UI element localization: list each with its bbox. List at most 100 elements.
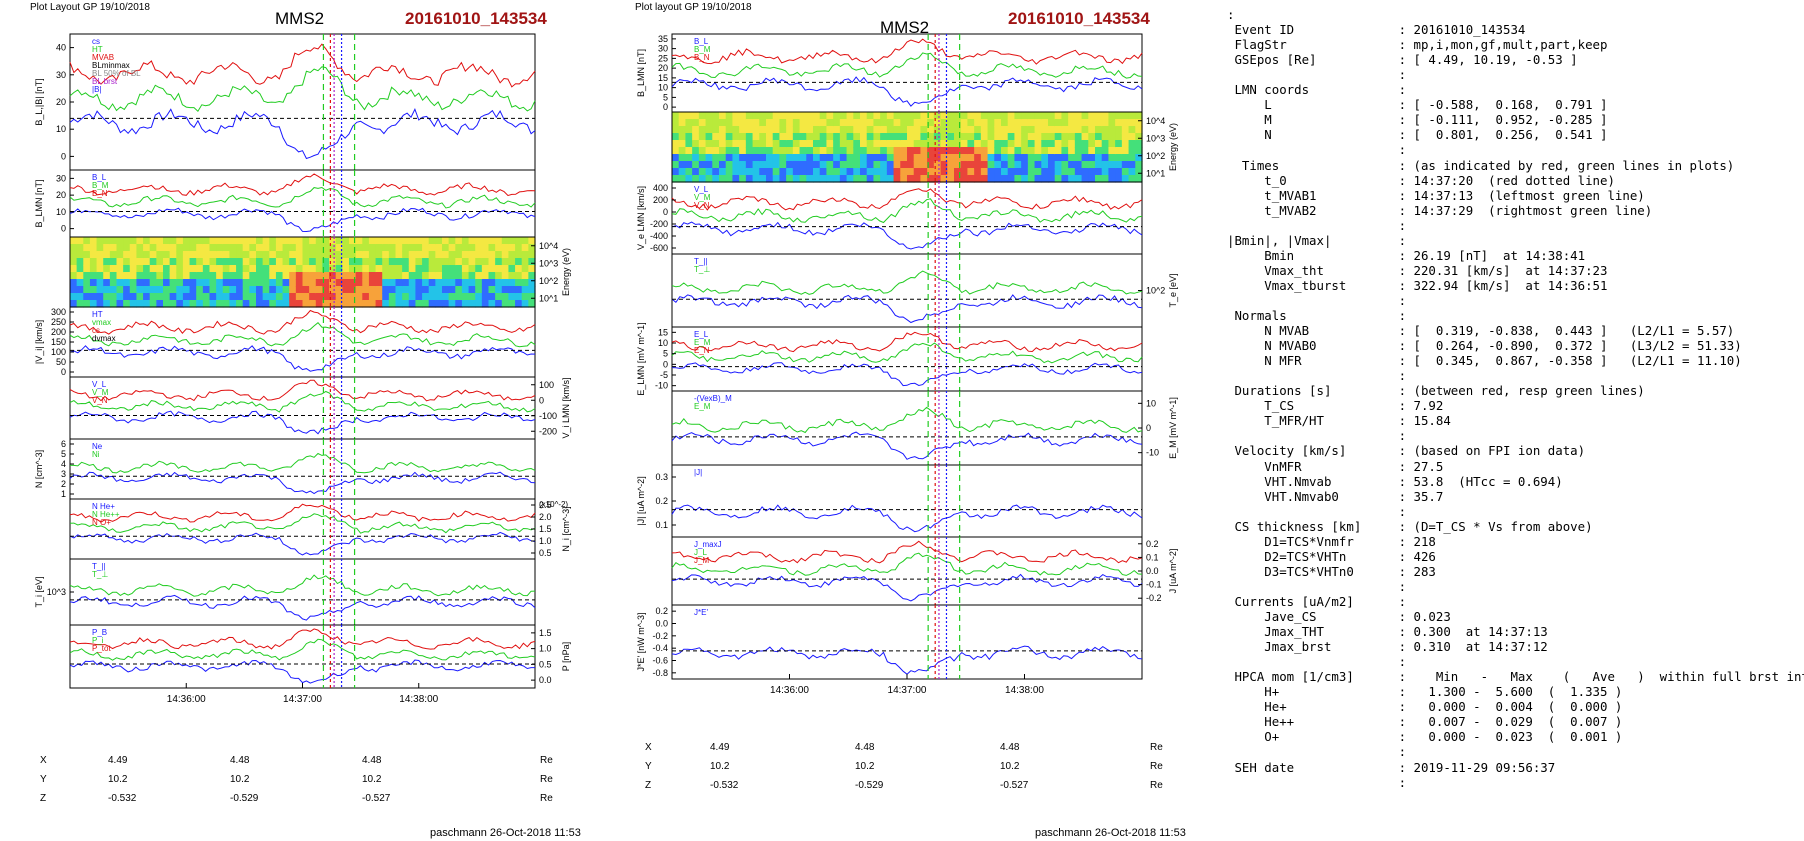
- heatmap-cell: [189, 293, 197, 301]
- heatmap-cell: [739, 119, 747, 127]
- heatmap-cell: [1001, 119, 1009, 127]
- series-line: [671, 188, 1143, 211]
- heatmap-cell: [282, 300, 290, 308]
- heatmap-cell: [705, 175, 713, 183]
- heatmap-cell: [70, 286, 78, 294]
- position-value: 10.2: [362, 774, 382, 785]
- heatmap-cell: [388, 258, 397, 266]
- heatmap-cell: [282, 286, 290, 294]
- heatmap-cell: [913, 175, 922, 183]
- heatmap-cell: [461, 279, 470, 287]
- heatmap-cell: [515, 286, 523, 294]
- heatmap-cell: [501, 237, 510, 245]
- heatmap-cell: [448, 279, 456, 287]
- heatmap-cell: [853, 175, 861, 183]
- heatmap-cell: [1101, 175, 1110, 183]
- heatmap-cell: [156, 258, 164, 266]
- heatmap-cell: [481, 258, 490, 266]
- heatmap-cell: [362, 251, 370, 259]
- heatmap-cell: [672, 133, 680, 141]
- heatmap-cell: [813, 133, 821, 141]
- heatmap-cell: [1041, 119, 1049, 127]
- heatmap-cell: [76, 279, 84, 287]
- heatmap-cell: [368, 265, 377, 273]
- heatmap-cell: [349, 265, 357, 273]
- heatmap-cell: [282, 258, 290, 266]
- heatmap-cell: [322, 286, 330, 294]
- heatmap-cell: [515, 300, 523, 308]
- heatmap-cell: [792, 161, 801, 169]
- heatmap-cell: [109, 244, 118, 252]
- heatmap-cell: [1101, 154, 1110, 162]
- heatmap-cell: [448, 251, 456, 259]
- heatmap-cell: [813, 175, 821, 183]
- y-tick-label: 0.2: [655, 606, 668, 616]
- y-tick-label: -200: [539, 426, 557, 436]
- legend-entry: V_N: [694, 201, 710, 210]
- heatmap-cell: [813, 112, 821, 120]
- heatmap-cell: [169, 237, 177, 245]
- heatmap-cell: [1061, 126, 1069, 134]
- y-tick-label: 15: [658, 327, 668, 337]
- heatmap-cell: [1034, 112, 1042, 120]
- heatmap-cell: [766, 161, 774, 169]
- y-tick-label: 10: [56, 207, 66, 217]
- heatmap-cell: [136, 279, 144, 287]
- heatmap-cell: [1014, 133, 1022, 141]
- heatmap-cell: [229, 279, 237, 287]
- heatmap-cell: [1041, 147, 1049, 155]
- heatmap-cell: [362, 293, 370, 301]
- heatmap-cell: [116, 279, 124, 287]
- heatmap-cell: [1014, 147, 1022, 155]
- legend-entry: Ni: [92, 450, 100, 459]
- heatmap-cell: [468, 265, 476, 273]
- heatmap-cell: [455, 300, 463, 308]
- heatmap-cell: [422, 300, 430, 308]
- heatmap-cell: [739, 168, 747, 176]
- heatmap-cell: [143, 251, 151, 259]
- heatmap-cell: [349, 279, 357, 287]
- heatmap-cell: [488, 244, 496, 252]
- heatmap-cell: [189, 286, 197, 294]
- heatmap-cell: [779, 168, 787, 176]
- heatmap-cell: [819, 154, 828, 162]
- heatmap-cell: [475, 265, 483, 273]
- heatmap-cell: [143, 279, 151, 287]
- heatmap-cell: [89, 293, 98, 301]
- heatmap-cell: [349, 237, 357, 245]
- heatmap-cell: [395, 244, 403, 252]
- heatmap-cell: [1081, 147, 1089, 155]
- heatmap-cell: [508, 293, 516, 301]
- info-line: SEH date : 2019-11-29 09:56:37: [1227, 759, 1556, 775]
- heatmap-cell: [222, 258, 231, 266]
- heatmap-cell: [468, 279, 476, 287]
- y-tick-label: 1.0: [539, 644, 552, 654]
- heatmap-cell: [806, 126, 814, 134]
- heatmap-cell: [1101, 168, 1110, 176]
- heatmap-cell: [488, 251, 496, 259]
- heatmap-cell: [422, 265, 430, 273]
- heatmap-cell: [196, 272, 204, 280]
- series-line: [671, 331, 1143, 353]
- legend-entry: B_L: [92, 173, 107, 182]
- heatmap-cell: [415, 293, 423, 301]
- heatmap-cell: [1061, 147, 1069, 155]
- heatmap-cell: [705, 119, 713, 127]
- info-line: :: [1227, 503, 1407, 519]
- heatmap-cell: [1034, 147, 1042, 155]
- heatmap-cell: [1068, 161, 1076, 169]
- heatmap-cell: [521, 251, 529, 259]
- heatmap-cell: [242, 272, 250, 280]
- heatmap-cell: [1021, 126, 1029, 134]
- heatmap-cell: [799, 161, 807, 169]
- info-line: Times : (as indicated by red, green line…: [1227, 157, 1735, 173]
- heatmap-cell: [163, 237, 171, 245]
- heatmap-cell: [435, 244, 443, 252]
- heatmap-cell: [759, 154, 767, 162]
- heatmap-cell: [109, 237, 118, 245]
- heatmap-cell: [222, 279, 231, 287]
- legend-entry: J*E': [694, 608, 708, 617]
- heatmap-cell: [229, 300, 237, 308]
- heatmap-cell: [967, 154, 975, 162]
